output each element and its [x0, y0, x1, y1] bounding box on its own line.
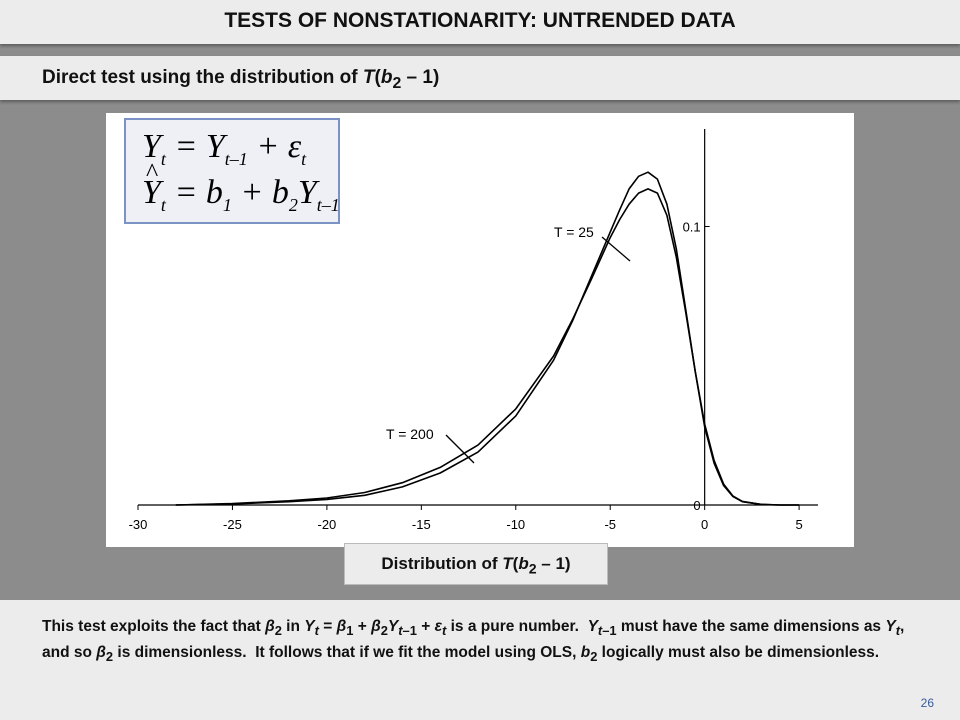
x-tick-label: -25 [223, 517, 242, 532]
y-tick-label: 0 [693, 498, 700, 513]
page-number: 26 [920, 696, 934, 710]
body-text: This test exploits the fact that β2 in Y… [42, 618, 905, 665]
distribution-label: Distribution of T(b2 – 1) [344, 543, 608, 585]
slide-title: TESTS OF NONSTATIONARITY: UNTRENDED DATA [224, 9, 736, 32]
x-tick-label: -10 [506, 517, 525, 532]
equation-fitted-model: Yt = b1 + b2Yt–1 [142, 158, 340, 216]
equation-random-walk: Yt = Yt–1 + εt [142, 128, 307, 169]
title-bar: TESTS OF NONSTATIONARITY: UNTRENDED DATA [0, 0, 960, 44]
series-label-t200: T = 200 [386, 426, 434, 442]
y-tick-label: 0.1 [683, 219, 701, 234]
x-tick-label: 0 [701, 517, 708, 532]
subtitle-bar: Direct test using the distribution of T(… [0, 56, 960, 100]
series-label-t25: T = 25 [554, 224, 594, 240]
equation-box: Yt = Yt–1 + εt Yt = b1 + b2Yt–1 [124, 118, 340, 224]
distribution-chart: -30 -25 -20 -15 -10 -5 0 5 0 0.1 T = 25 T = 200 [129, 129, 818, 532]
leader-line-t200 [445, 434, 475, 464]
leader-line-t25 [601, 236, 631, 262]
x-tick-label: -15 [412, 517, 431, 532]
x-tick-label: 5 [795, 517, 802, 532]
series-line-t200 [175, 188, 800, 506]
body-panel: This test exploits the fact that β2 in Y… [0, 600, 960, 720]
x-tick-label: -5 [604, 517, 616, 532]
x-tick-label: -20 [317, 517, 336, 532]
slide-subtitle: Direct test using the distribution of T(… [42, 67, 440, 92]
x-tick-label: -30 [129, 517, 148, 532]
